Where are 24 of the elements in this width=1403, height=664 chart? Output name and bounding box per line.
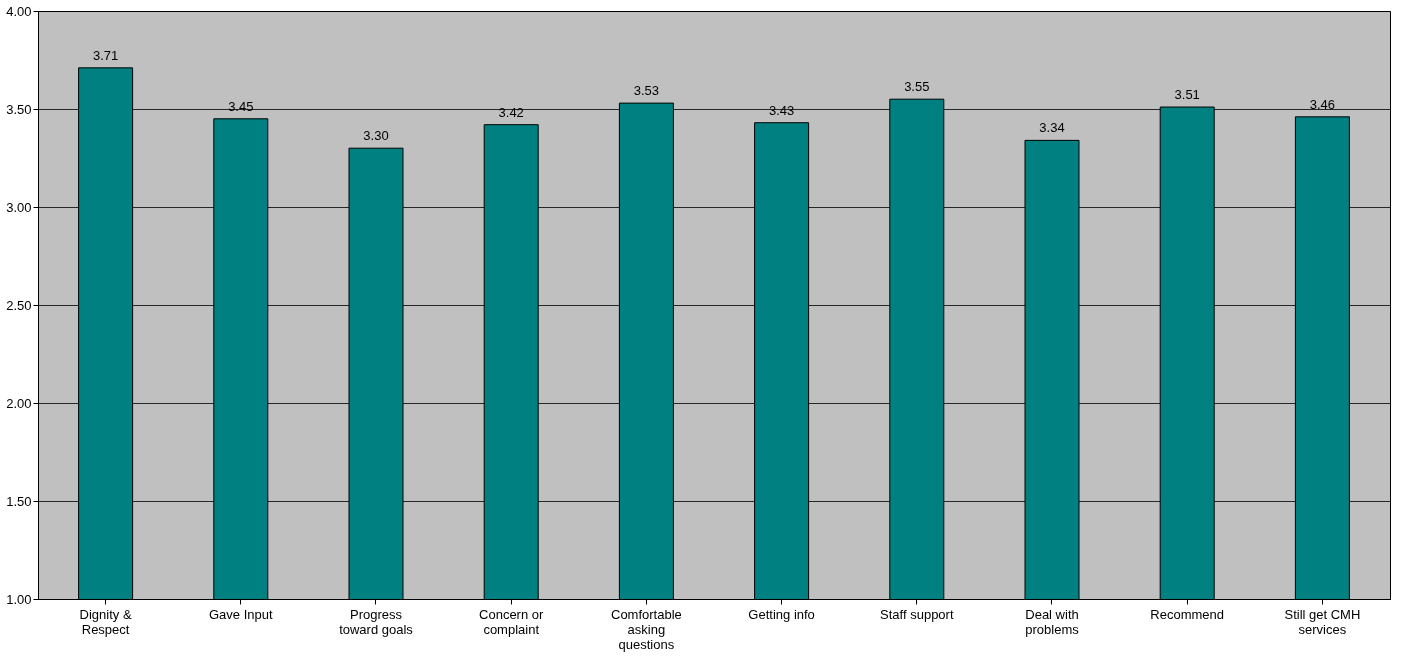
x-tick-label: Staff support [880,606,954,622]
x-tick-label: Deal with problems [1025,606,1080,637]
x-tick-label: Comfortable asking questions [610,606,682,652]
y-tick-label: 3.00 [6,199,32,215]
data-label: 3.51 [1174,87,1200,103]
y-tick-label: 4.00 [6,3,32,19]
data-label: 3.55 [904,79,930,95]
data-label: 3.71 [92,47,119,63]
y-tick-label: 1.00 [6,591,32,607]
y-tick-label: 2.00 [6,395,32,411]
data-label: 3.53 [633,83,660,99]
x-tick-label: Recommend [1150,606,1225,622]
x-tick-label: Progress toward goals [339,606,414,637]
x-tick-label: Concern or complaint [479,606,545,637]
x-tick-label: Dignity & Respect [79,606,132,637]
y-tick-label: 3.50 [6,101,32,117]
y-tick-label: 1.50 [6,493,32,509]
x-tick-label: Gave Input [209,606,273,622]
data-label: 3.34 [1039,120,1065,136]
y-tick-label: 2.50 [6,297,32,313]
data-label: 3.46 [1309,96,1336,112]
data-label: 3.30 [363,128,389,144]
x-tick-label: Still get CMH services [1284,606,1361,637]
x-tick-label: Getting info [748,606,815,622]
